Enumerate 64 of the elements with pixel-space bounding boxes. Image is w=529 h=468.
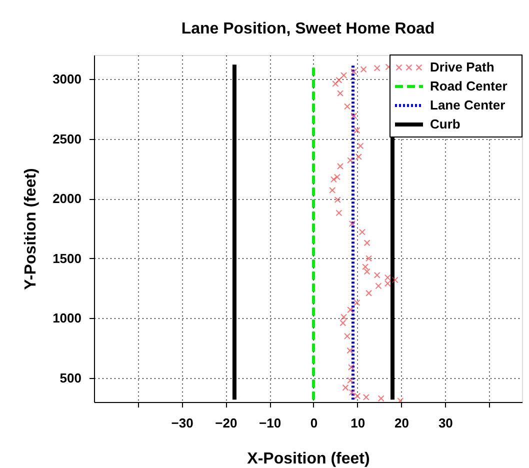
point xyxy=(348,220,356,227)
point xyxy=(336,76,342,84)
point xyxy=(347,377,354,384)
point xyxy=(348,389,356,396)
point xyxy=(342,384,349,391)
point xyxy=(384,274,391,281)
x-axis-title: X-Position (feet) xyxy=(247,450,370,468)
x-tick-label: 20 xyxy=(394,416,410,430)
y-tick-label: 3000 xyxy=(52,71,82,86)
point xyxy=(340,320,346,326)
point xyxy=(355,153,362,160)
point xyxy=(329,186,336,194)
point xyxy=(347,157,354,164)
point xyxy=(354,299,360,306)
point xyxy=(350,112,358,120)
point xyxy=(366,290,372,296)
point xyxy=(362,394,370,400)
point xyxy=(392,276,398,284)
point xyxy=(375,282,382,290)
point xyxy=(330,176,337,183)
point xyxy=(332,80,339,87)
point xyxy=(337,163,344,170)
point xyxy=(378,395,384,402)
point xyxy=(374,64,380,72)
x-tick-label: 30 xyxy=(438,416,453,430)
point xyxy=(360,66,367,73)
point xyxy=(336,210,342,216)
point xyxy=(354,392,361,400)
point xyxy=(344,103,351,110)
point xyxy=(334,196,341,204)
point xyxy=(366,255,372,262)
point xyxy=(364,240,370,246)
y-tick-label: 1500 xyxy=(52,250,82,266)
x-tick-label: −10 xyxy=(259,416,282,430)
legend-label: Drive Path xyxy=(430,60,494,74)
point xyxy=(354,127,360,134)
point xyxy=(384,280,391,287)
y-tick-label: 2500 xyxy=(52,131,82,146)
legend-label: Curb xyxy=(430,116,460,132)
point xyxy=(374,272,380,278)
x-tick-label: 0 xyxy=(310,416,318,430)
point xyxy=(344,332,351,340)
point xyxy=(340,72,348,79)
point xyxy=(362,264,369,270)
point xyxy=(350,68,358,75)
point xyxy=(364,268,370,275)
point xyxy=(348,364,354,371)
point xyxy=(340,314,348,320)
x-tick-label: −30 xyxy=(171,416,194,430)
y-tick-label: 500 xyxy=(60,370,82,386)
point xyxy=(357,142,364,150)
chart-title: Lane Position, Sweet Home Road xyxy=(181,20,435,38)
x-tick-label: 10 xyxy=(350,416,366,430)
point xyxy=(337,90,344,97)
y-tick-label: 1000 xyxy=(52,310,82,326)
point xyxy=(358,228,366,236)
y-axis-title: Y-Position (feet) xyxy=(22,168,40,290)
x-tick-label: −20 xyxy=(215,416,238,430)
legend-label: Lane Center xyxy=(430,98,506,112)
legend-label: Road Center xyxy=(430,78,508,94)
point xyxy=(334,174,340,180)
point xyxy=(347,306,354,314)
y-tick-label: 2000 xyxy=(52,191,82,206)
point xyxy=(346,347,354,354)
